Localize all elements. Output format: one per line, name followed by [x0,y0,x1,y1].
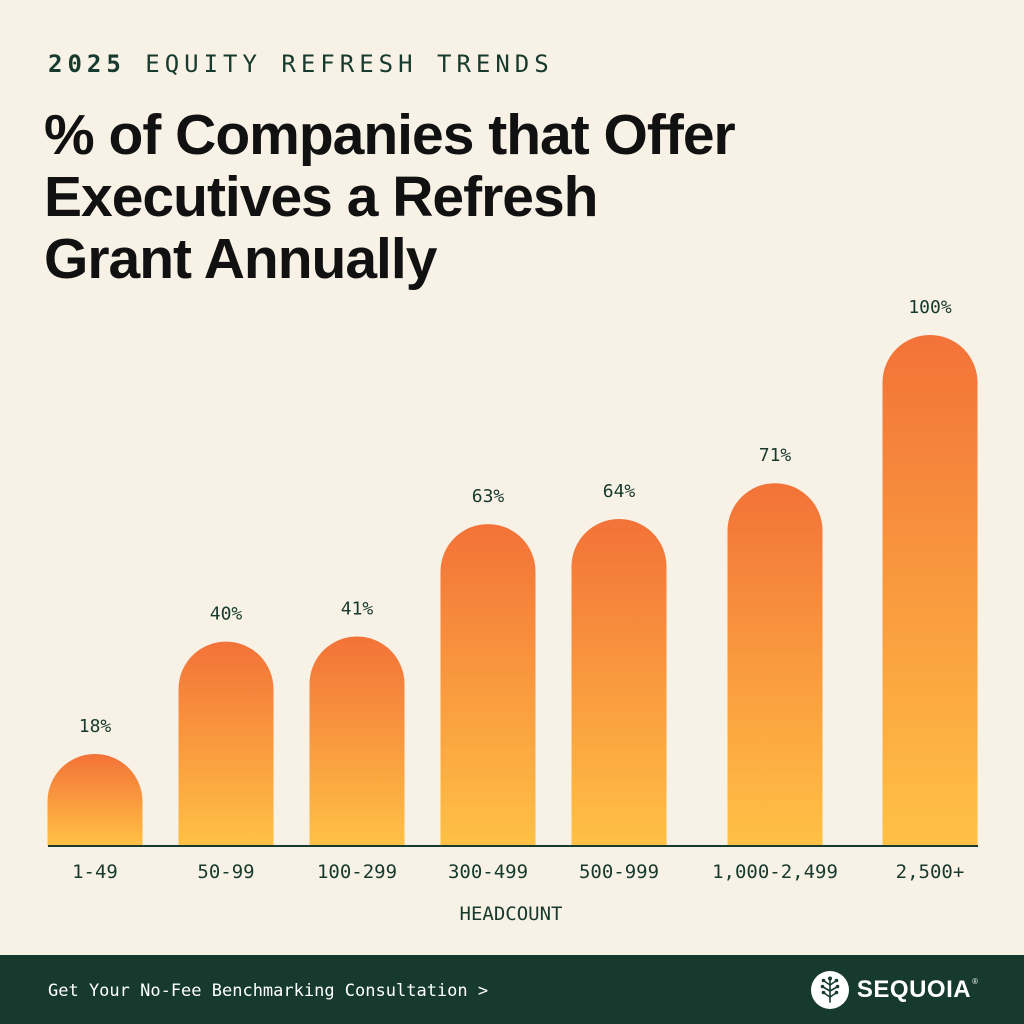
data-label-300-499: 63% [472,486,505,507]
x-tick-label: 1-49 [72,861,118,883]
bar-1-49 [47,754,143,846]
x-tick-label: 300-499 [448,861,528,883]
x-tick-label: 500-999 [579,861,659,883]
bar-500-999 [571,518,667,846]
data-label-2,500+: 100% [908,297,952,318]
eyebrow-text: EQUITY REFRESH TRENDS [145,50,554,78]
data-label-50-99: 40% [210,604,243,625]
title-line-3: Grant Annually [44,227,437,291]
x-tick-label: 1,000-2,499 [712,861,838,883]
x-tick-label: 100-299 [317,861,397,883]
tree-icon [810,971,849,1009]
registered-mark: ® [972,977,978,986]
eyebrow: 2025 EQUITY REFRESH TRENDS [48,50,554,78]
x-tick-label: 50-99 [197,861,254,883]
data-label-500-999: 64% [603,481,636,502]
data-label-1-49: 18% [79,716,112,737]
bar-100-299 [309,636,405,846]
title-line-1: % of Companies that Offer [44,103,736,167]
bar-2,500+ [882,335,978,846]
x-axis-title: HEADCOUNT [460,903,563,925]
bar-1,000-2,499 [727,483,823,846]
footer-bar: Get Your No-Fee Benchmarking Consultatio… [0,955,1024,1024]
bar-50-99 [178,641,274,846]
x-tick-label: 2,500+ [896,861,965,883]
data-label-1,000-2,499: 71% [759,445,792,466]
bar-300-499 [440,524,536,846]
brand-logo: SEQUOIA ® [810,971,978,1009]
brand-name: SEQUOIA [856,976,972,1003]
page-title: % of Companies that Offer Executives a R… [44,104,944,290]
eyebrow-year: 2025 [48,50,126,78]
title-line-2: Executives a Refresh [44,165,598,229]
consultation-link[interactable]: Get Your No-Fee Benchmarking Consultatio… [48,981,489,1001]
data-label-100-299: 41% [341,598,374,619]
bar-chart: 18% 1-49 40% 50-99 41% 100-299 63% 300-499 64% 50… [47,297,978,925]
